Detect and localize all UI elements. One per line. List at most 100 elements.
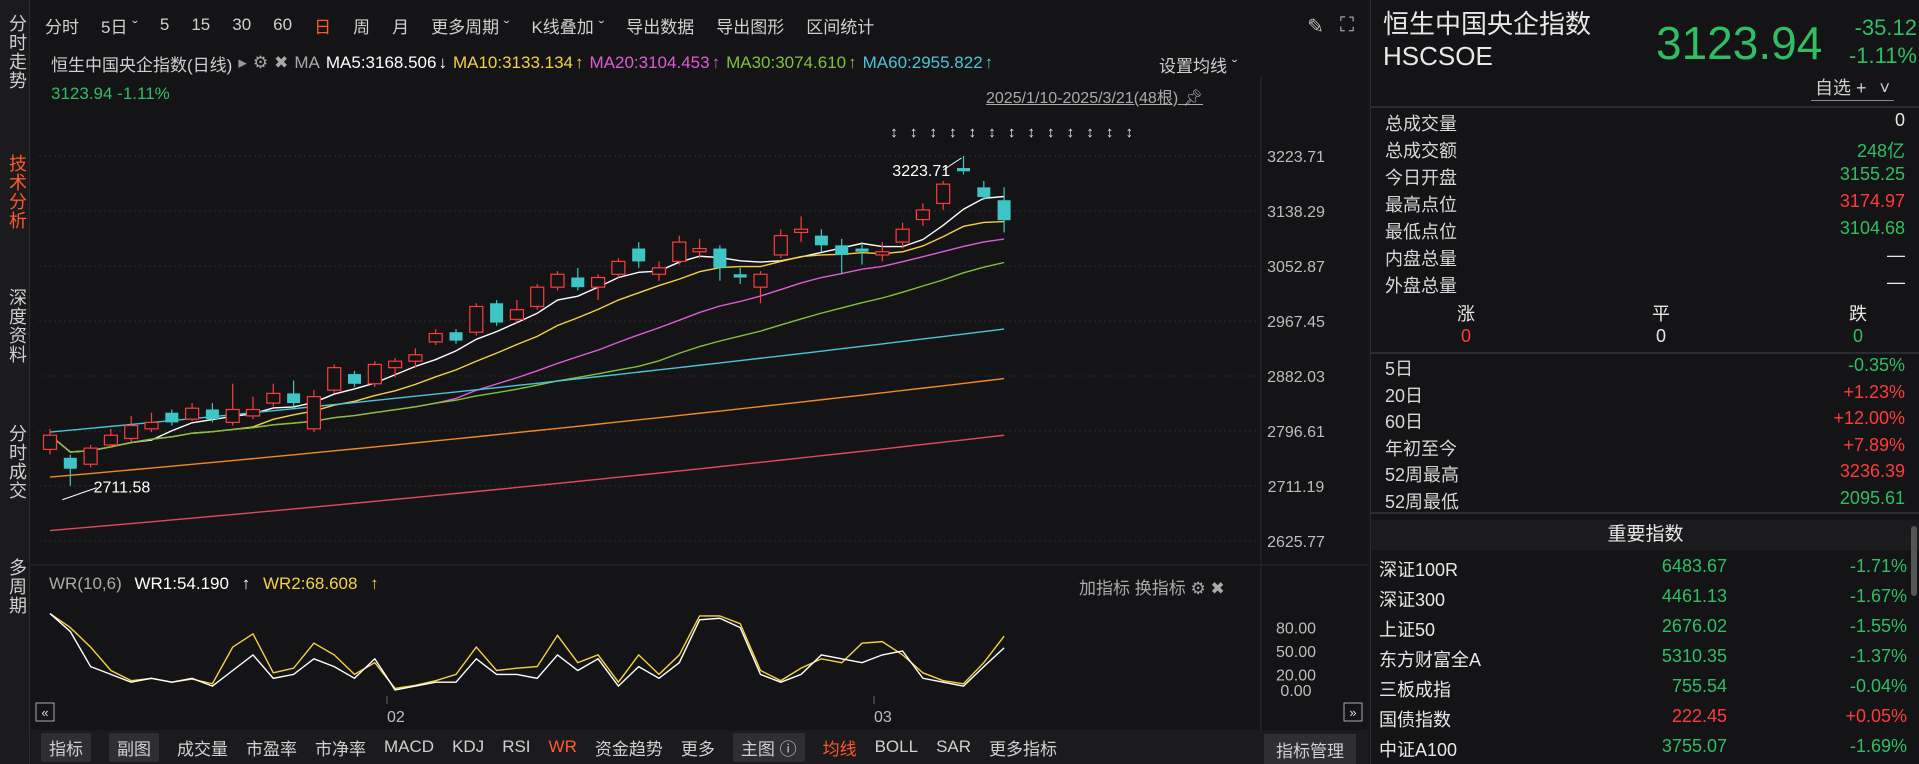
candle-body xyxy=(672,241,687,263)
index-price: 222.45 xyxy=(1671,706,1727,726)
candle-body xyxy=(753,273,768,288)
nav-item-1[interactable]: 技术分析 xyxy=(7,154,27,230)
pin-icon[interactable]: 📌︎ xyxy=(1182,90,1203,107)
kline-chart[interactable]: 3223.71 3138.29 3052.87 2967.45 2882.03 2796.… xyxy=(31,0,1368,730)
indicator-tab-12[interactable]: 均线 xyxy=(822,739,857,759)
change-indicator-button[interactable]: 换指标 xyxy=(1134,579,1186,598)
indicator-tab-3[interactable]: 市盈率 xyxy=(246,739,297,759)
perf-label: 20日 xyxy=(1385,385,1424,406)
period-tab-0[interactable]: 分时 xyxy=(45,17,79,37)
fullscreen-icon[interactable]: ⛶ xyxy=(1340,14,1354,36)
period-tab-11[interactable]: 导出数据 xyxy=(626,17,695,37)
indicator-tab-0[interactable]: 指标 xyxy=(41,732,91,762)
indicator-tab-1[interactable]: 副图 xyxy=(109,732,159,762)
scroll-right-button[interactable]: » xyxy=(1343,702,1363,722)
indicator-tab-15[interactable]: 更多指标 xyxy=(989,739,1058,759)
indicator-tab-11[interactable]: 主图 ⓘ xyxy=(732,732,805,762)
index-name: 上证50 xyxy=(1379,620,1436,640)
indicator-tab-2[interactable]: 成交量 xyxy=(177,739,228,759)
date-range-text: 2025/1/10-2025/3/21(48根) xyxy=(986,90,1179,107)
scrollbar[interactable] xyxy=(1911,526,1917,596)
wr2-value: WR2:68.608 xyxy=(262,574,358,593)
index-row[interactable]: 上证50 2676.02 -1.55% xyxy=(1379,616,1907,646)
indicator-tab-5[interactable]: MACD xyxy=(384,737,435,756)
y-tick-label: 2625.77 xyxy=(1267,534,1325,551)
indicator-manage-button[interactable]: 指标管理 xyxy=(1264,734,1356,764)
period-tab-9[interactable]: 更多周期 ˇ xyxy=(431,17,510,37)
index-row[interactable]: 深证100R 6483.67 -1.71% xyxy=(1379,556,1907,586)
period-tab-4[interactable]: 30 xyxy=(232,15,252,34)
indicator-tab-8[interactable]: WR xyxy=(548,737,577,756)
index-name: 深证300 xyxy=(1379,590,1446,610)
index-row[interactable]: 东方财富全A 5310.35 -1.37% xyxy=(1379,646,1907,676)
period-tab-12[interactable]: 导出图形 xyxy=(716,17,785,37)
expand-icon[interactable]: ▸ xyxy=(238,53,247,72)
period-tab-3[interactable]: 15 xyxy=(191,15,211,34)
indicator-tab-7[interactable]: RSI xyxy=(502,737,531,756)
perf-row: 5日 -0.35% xyxy=(1385,355,1905,381)
index-change: -1.55% xyxy=(1849,616,1907,636)
indicator-tab-4[interactable]: 市净率 xyxy=(315,739,366,759)
index-change: -1.67% xyxy=(1849,586,1907,606)
indicator-tab-13[interactable]: BOLL xyxy=(874,737,919,756)
scroll-left-button[interactable]: « xyxy=(35,702,55,722)
period-tab-2[interactable]: 5 xyxy=(159,15,170,34)
perf-row: 52周最高 3236.39 xyxy=(1385,461,1905,487)
quote-panel: 恒生中国央企指数 HSCSOE 3123.94 -35.12 -1.11% 自选… xyxy=(1370,0,1919,764)
nav-item-2[interactable]: 深度资料 xyxy=(7,288,27,364)
index-name: 三板成指 xyxy=(1379,680,1451,700)
close-icon[interactable]: ✖ xyxy=(274,53,289,72)
index-row[interactable]: 国债指数 222.45 +0.05% xyxy=(1379,706,1907,736)
index-price: 6483.67 xyxy=(1661,556,1727,576)
candle-body xyxy=(632,248,646,262)
ma-infoline: 恒生中国央企指数(日线) ▸ ⚙ ✖ MA MA5:3168.506 ↓ MA10:… xyxy=(51,50,1005,76)
candle-body xyxy=(855,248,869,252)
svg-text:«: « xyxy=(41,705,48,720)
perf-value: -0.35% xyxy=(1847,355,1905,375)
indicator-tab-14[interactable]: SAR xyxy=(936,737,972,756)
candle-body xyxy=(530,286,545,308)
period-tab-7[interactable]: 周 xyxy=(353,17,371,37)
breadth-value-text: 0 xyxy=(1655,326,1666,346)
candle-body xyxy=(733,274,747,278)
stat-label: 总成交额 xyxy=(1385,141,1457,161)
nav-item-3[interactable]: 分时成交 xyxy=(7,424,27,500)
close-icon[interactable]: ✖ xyxy=(1210,579,1225,598)
index-row[interactable]: 中证A100 3755.07 -1.69% xyxy=(1379,736,1907,764)
stat-row: 总成交量 0 xyxy=(1385,110,1905,136)
chevron-down-icon[interactable]: ˅ xyxy=(1879,78,1891,98)
index-change: -1.69% xyxy=(1849,736,1907,756)
nav-item-4[interactable]: 多周期 xyxy=(7,558,27,615)
candle-body xyxy=(185,407,200,420)
indicator-tab-6[interactable]: KDJ xyxy=(452,737,485,756)
period-tab-13[interactable]: 区间统计 xyxy=(806,17,875,37)
gear-icon[interactable]: ⚙ xyxy=(252,53,269,72)
indicator-tab-10[interactable]: 更多 xyxy=(680,739,715,759)
date-range-link[interactable]: 2025/1/10-2025/3/21(48根) 📌︎ xyxy=(986,84,1203,108)
y-tick-label: 2882.03 xyxy=(1267,369,1325,386)
candle-body xyxy=(449,332,463,341)
period-tab-6[interactable]: 日 xyxy=(314,17,332,37)
candle-body xyxy=(165,412,179,423)
signal-marker: ↕ xyxy=(988,124,996,141)
gear-icon[interactable]: ⚙ xyxy=(1190,579,1206,598)
add-indicator-button[interactable]: 加指标 xyxy=(1079,579,1130,598)
period-tab-5[interactable]: 60 xyxy=(273,15,293,34)
candle-body xyxy=(287,393,301,404)
period-tab-10[interactable]: K线叠加 ˇ xyxy=(531,17,605,37)
x-tick-label: 02 xyxy=(387,709,405,726)
brush-icon[interactable]: ✎ xyxy=(1307,16,1324,38)
period-tab-1[interactable]: 5日 ˇ xyxy=(101,17,138,37)
index-row[interactable]: 三板成指 755.54 -0.04% xyxy=(1379,676,1907,706)
stat-label: 内盘总量 xyxy=(1385,249,1457,269)
period-tab-8[interactable]: 月 xyxy=(392,17,410,37)
set-ma-button[interactable]: 设置均线 ˇ xyxy=(1159,57,1238,76)
indicator-tab-9[interactable]: 资金趋势 xyxy=(594,739,663,759)
candle-body xyxy=(469,305,484,333)
perf-label: 5日 xyxy=(1385,359,1414,379)
nav-item-0[interactable]: 分时走势 xyxy=(7,14,27,90)
index-row[interactable]: 深证300 4461.13 -1.67% xyxy=(1379,586,1907,616)
add-favorite-button[interactable]: 自选 + ˅ xyxy=(1811,74,1895,101)
stat-value: — xyxy=(1887,272,1905,292)
perf-label: 年初至今 xyxy=(1385,438,1457,459)
